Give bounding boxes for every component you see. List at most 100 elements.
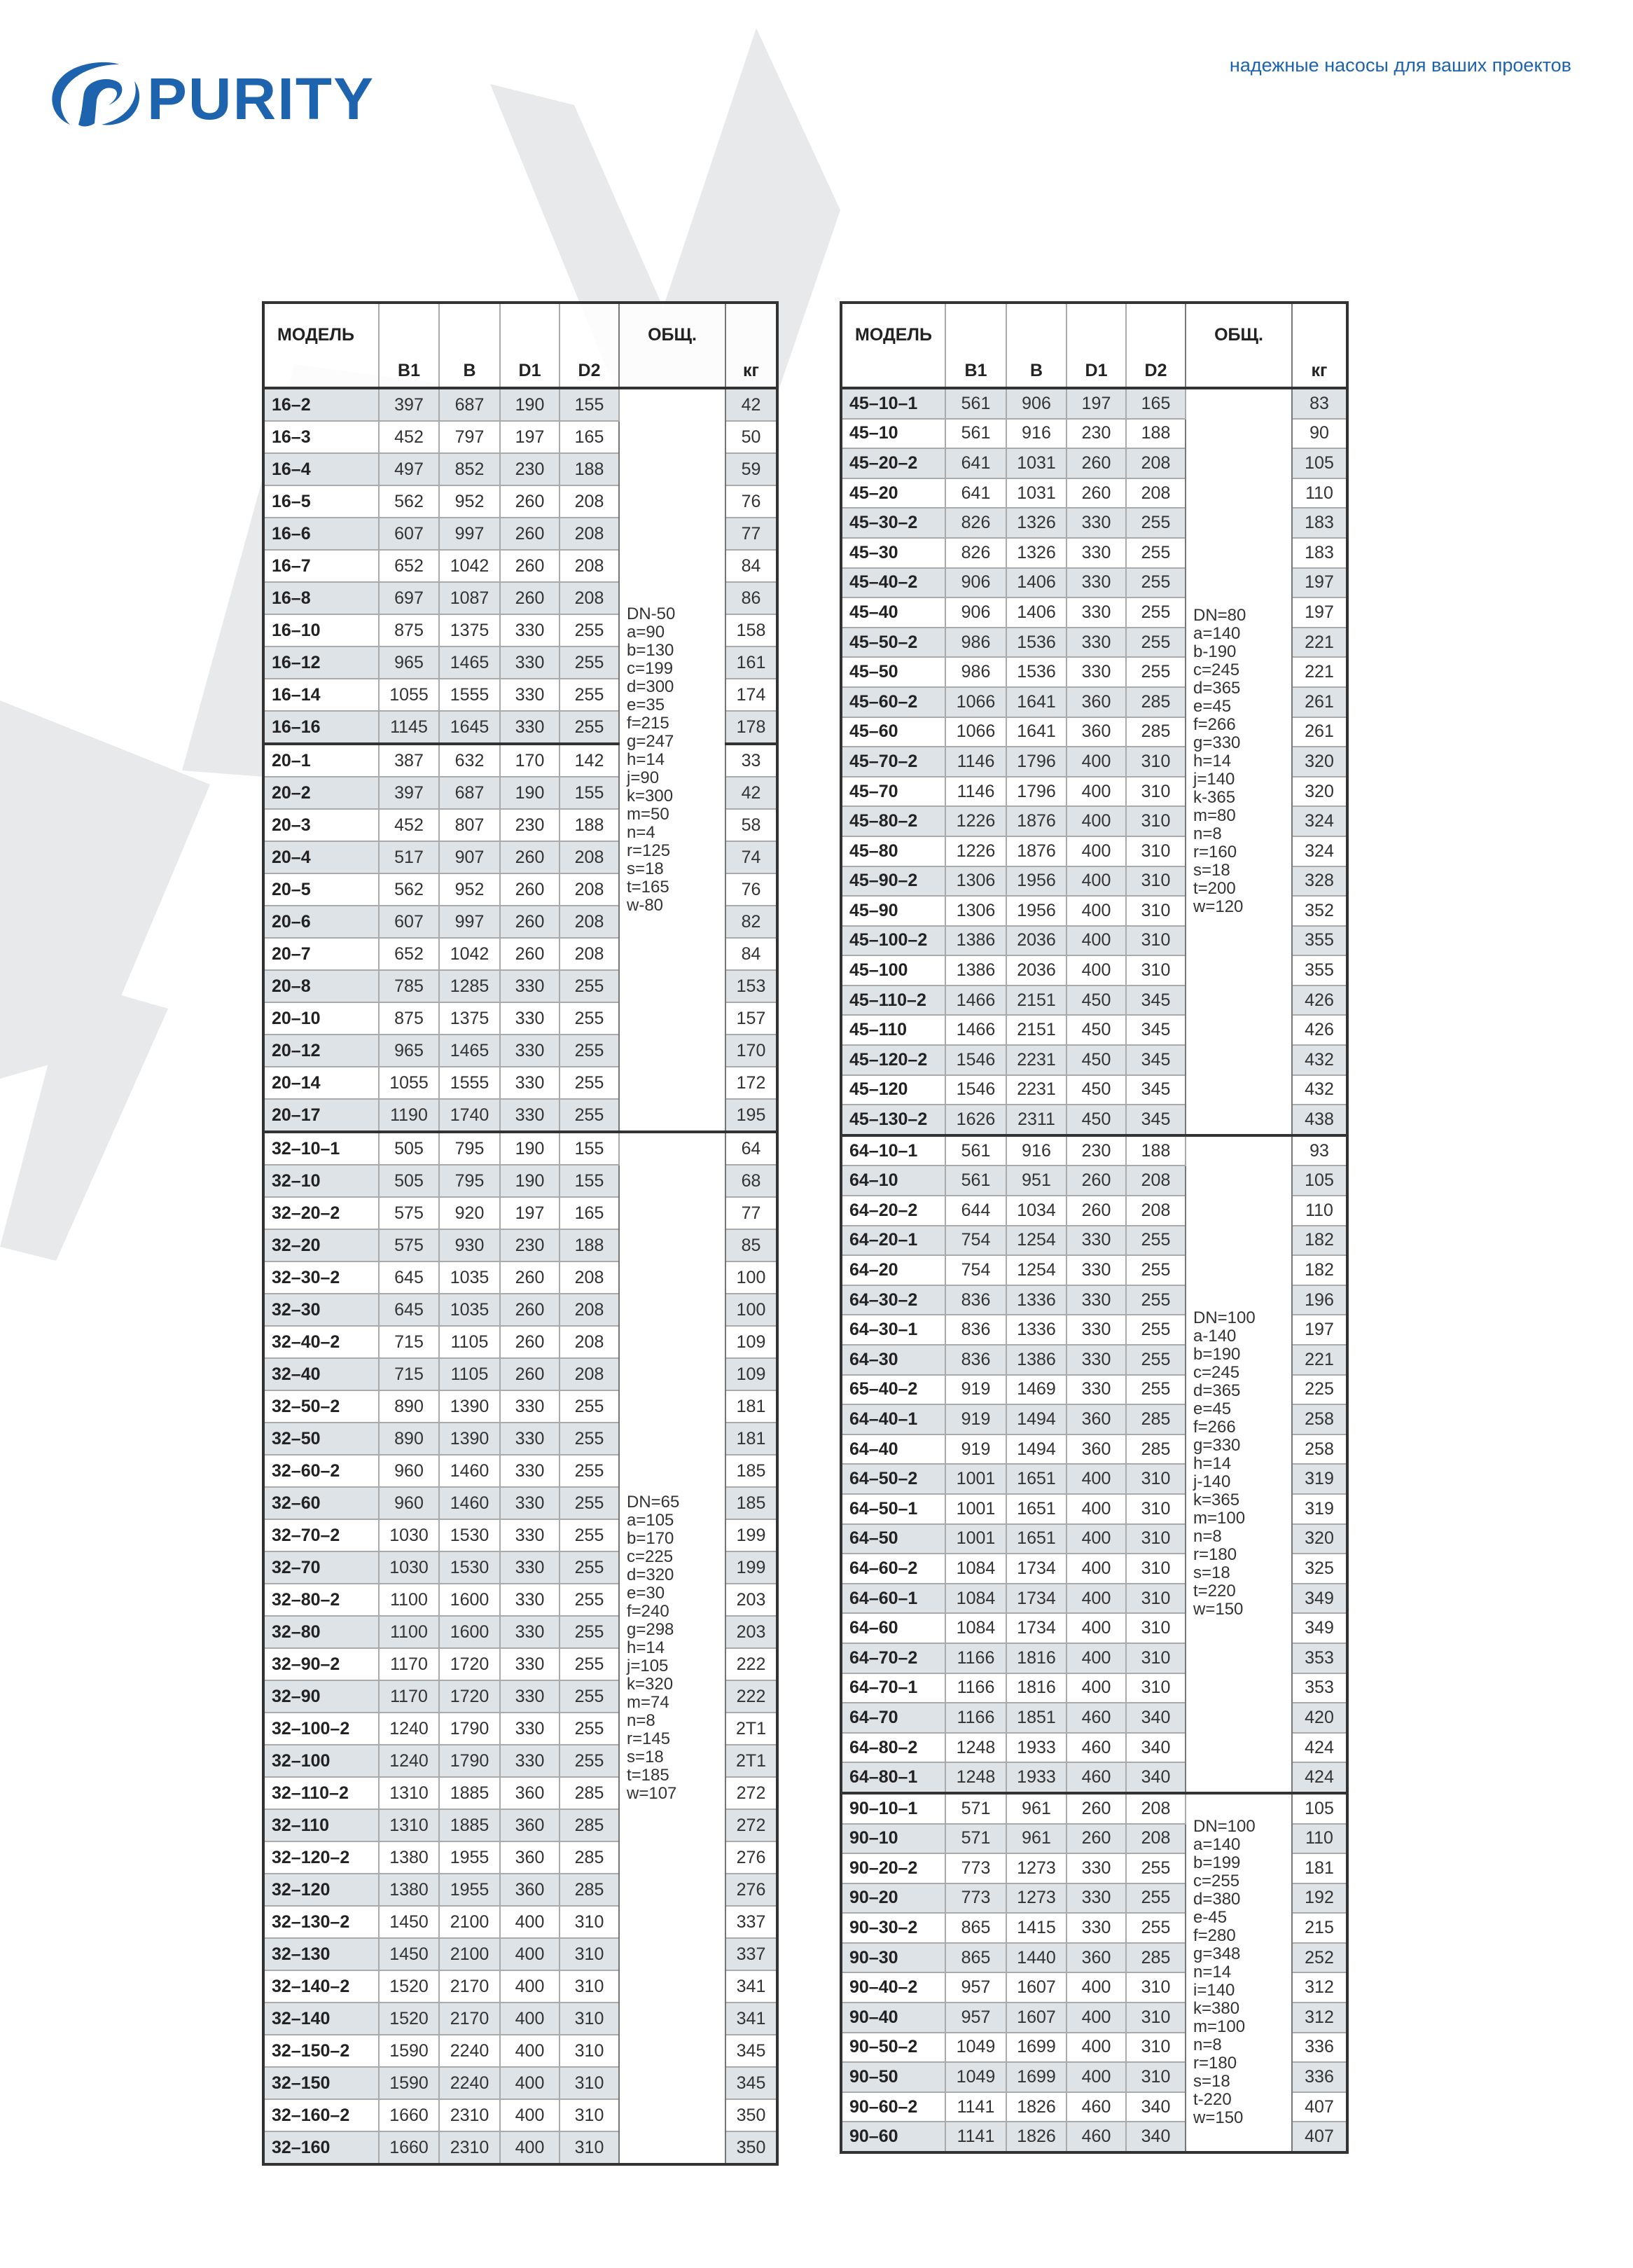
cell-kg: 33: [725, 742, 778, 777]
cell-model: 65–40–2: [840, 1374, 946, 1406]
cell-d1: 400: [1066, 1672, 1127, 1704]
cell-model: 45–120: [840, 1074, 946, 1106]
cell-b: 1826: [1006, 2121, 1067, 2154]
cell-model: 64–20–1: [840, 1224, 946, 1257]
cell-d2: 255: [559, 1454, 620, 1488]
cell-d1: 360: [1066, 1404, 1127, 1435]
cell-model: 45–60–2: [840, 686, 946, 718]
spec-line: d=320: [627, 1565, 674, 1584]
cell-model: 32–70: [263, 1551, 380, 1584]
cell-model: 45–60: [840, 716, 946, 748]
cell-b1: 773: [945, 1882, 1007, 1914]
cell-model: 16–16: [263, 710, 380, 745]
table-row: 32–130–2 1450 2100 400 310 337: [263, 1905, 778, 1939]
cell-d2: 285: [559, 1841, 620, 1874]
cell-model: 64–50: [840, 1523, 946, 1555]
cell-model: 32–50: [263, 1422, 380, 1455]
cell-b1: 1226: [945, 805, 1007, 837]
cell-d1: 330: [499, 1647, 560, 1681]
cell-d1: 400: [499, 2002, 560, 2035]
cell-kg: 192: [1291, 1882, 1348, 1914]
cell-model: 32–60–2: [263, 1454, 380, 1488]
spec-line: r=125: [627, 841, 671, 860]
cell-d2: 310: [559, 2034, 620, 2068]
cell-kg: 215: [1291, 1912, 1348, 1944]
cell-b: 1326: [1006, 537, 1067, 569]
cell-d1: 360: [1066, 1433, 1127, 1465]
cell-b: 807: [438, 808, 501, 842]
cell-b1: 1310: [378, 1776, 440, 1810]
cell-b: 1607: [1006, 1972, 1067, 2004]
cell-model: 20–14: [263, 1066, 380, 1100]
cell-b: 1406: [1006, 567, 1067, 599]
cell-b1: 1145: [378, 710, 440, 745]
cell-kg: 183: [1291, 537, 1348, 569]
cell-d2: 208: [1125, 1165, 1186, 1197]
cell-b1: 965: [378, 1034, 440, 1067]
cell-b: 1734: [1006, 1612, 1067, 1644]
spec-line: d=300: [627, 677, 674, 696]
cell-d1: 330: [499, 1519, 560, 1552]
spec-line: f=240: [627, 1602, 669, 1621]
cell-model: 16–10: [263, 614, 380, 647]
cell-b: 1469: [1006, 1374, 1067, 1406]
cell-b: 1530: [438, 1551, 501, 1584]
spec-line: e=45: [1193, 1399, 1232, 1419]
cell-d2: 255: [559, 1390, 620, 1423]
cell-kg: 325: [1291, 1553, 1348, 1584]
cell-d2: 310: [559, 1905, 620, 1939]
cell-b1: 875: [378, 1002, 440, 1035]
cell-b1: 919: [945, 1404, 1007, 1435]
spec-line: k-365: [1193, 788, 1236, 808]
cell-kg: 185: [725, 1486, 778, 1520]
cell-b: 1326: [1006, 507, 1067, 539]
cell-kg: 222: [725, 1647, 778, 1681]
spec-line: DN=100: [1193, 1817, 1256, 1837]
cell-b1: 836: [945, 1284, 1007, 1316]
cell-model: 32–60: [263, 1486, 380, 1520]
spec-line: n=14: [1193, 1963, 1232, 1982]
table-row: 90–60–2 1141 1826 460 340 407: [840, 2091, 1348, 2123]
cell-d1: 400: [1066, 1553, 1127, 1584]
cell-b1: 1141: [945, 2091, 1007, 2123]
cell-b1: 1240: [378, 1712, 440, 1745]
cell-kg: 85: [725, 1229, 778, 1262]
cell-d2: 285: [1125, 1404, 1186, 1435]
spec-line: n=4: [627, 823, 655, 842]
cell-b1: 1190: [378, 1098, 440, 1133]
cell-model: 32–50–2: [263, 1390, 380, 1423]
cell-kg: 355: [1291, 955, 1348, 986]
cell-b1: 641: [945, 477, 1007, 509]
cell-kg: 337: [725, 1905, 778, 1939]
cell-b1: 505: [378, 1130, 440, 1166]
cell-d1: 360: [1066, 716, 1127, 748]
cell-b: 1600: [438, 1583, 501, 1617]
table-row: 90–50 1049 1699 400 310 336: [840, 2061, 1348, 2093]
cell-model: 64–80–2: [840, 1731, 946, 1764]
spec-line: b=190: [1193, 1345, 1241, 1364]
cell-model: 45–80–2: [840, 805, 946, 837]
table-row: 64–60 1084 1734 400 310 349: [840, 1612, 1348, 1644]
cell-kg: 438: [1291, 1104, 1348, 1136]
cell-d2: 255: [559, 1583, 620, 1617]
cell-kg: 420: [1291, 1702, 1348, 1734]
cell-b: 1651: [1006, 1493, 1067, 1525]
cell-b1: 865: [945, 1912, 1007, 1944]
cell-d2: 310: [1125, 805, 1186, 837]
table-row: 32–60–2 960 1460 330 255 185: [263, 1454, 778, 1488]
cell-d2: 255: [559, 646, 620, 679]
cell-b1: 697: [378, 581, 440, 615]
cell-b1: 1248: [945, 1731, 1007, 1764]
cell-model: 20–12: [263, 1034, 380, 1067]
cell-d1: 260: [499, 549, 560, 583]
cell-d2: 310: [559, 2098, 620, 2132]
spec-line: r=145: [627, 1729, 671, 1748]
cell-kg: 328: [1291, 865, 1348, 897]
table-row: 45–70–2 1146 1796 400 310 320: [840, 746, 1348, 777]
spec-line: h=14: [1193, 1454, 1232, 1474]
table-row: 20–14 1055 1555 330 255 172: [263, 1066, 778, 1100]
cell-b1: 561: [945, 387, 1007, 420]
cell-b1: 1466: [945, 984, 1007, 1016]
table-row: 64–50 1001 1651 400 310 320: [840, 1523, 1348, 1555]
cell-d2: 255: [559, 1712, 620, 1745]
